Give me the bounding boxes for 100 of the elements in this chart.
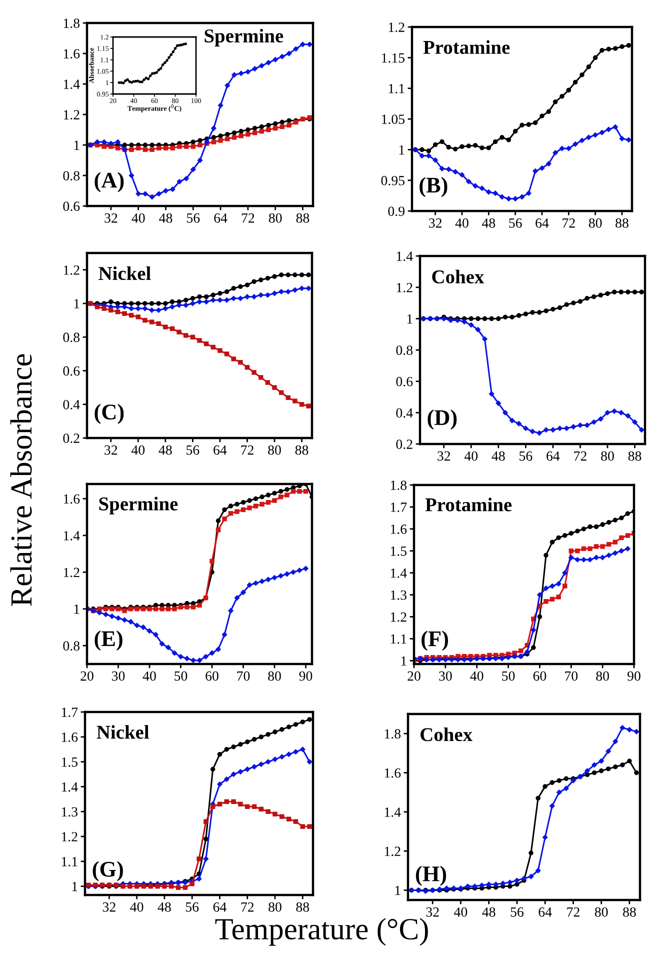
x-tick-label: 80 bbox=[268, 213, 282, 223]
annotation: (E) bbox=[94, 630, 122, 651]
x-tick-label: 40 bbox=[454, 907, 468, 917]
x-tick-label: 64 bbox=[536, 218, 549, 228]
annotation: (C) bbox=[94, 404, 124, 424]
x-tick-label: 80 bbox=[268, 902, 282, 912]
annotation: (F) bbox=[422, 630, 448, 651]
y-tick-label: 1.2 bbox=[390, 612, 406, 622]
x-tick-label: 40 bbox=[131, 445, 145, 455]
x-tick-label: 32 bbox=[102, 902, 116, 912]
x-tick-label: 50 bbox=[174, 671, 188, 681]
x-tick-label: 32 bbox=[104, 445, 118, 455]
x-tick-label: 48 bbox=[158, 445, 172, 455]
x-tick-label: 56 bbox=[186, 445, 200, 455]
x-tick-label: 80 bbox=[588, 218, 602, 228]
x-tick-label: 80 bbox=[268, 445, 281, 455]
y-tick-label: 1.3 bbox=[62, 807, 78, 817]
y-tick-label: 1.5 bbox=[390, 546, 407, 556]
y-tick-label: 1.4 bbox=[384, 808, 401, 817]
y-tick-label: 0.8 bbox=[63, 641, 80, 651]
x-tick-label: 64 bbox=[214, 213, 228, 223]
text: Cohex bbox=[420, 728, 472, 742]
x-tick-label: 30 bbox=[439, 671, 452, 681]
annotation: (A) bbox=[94, 172, 124, 192]
x-tick-label: 48 bbox=[158, 902, 171, 912]
x-tick-label: 40 bbox=[464, 451, 478, 461]
x-tick-label: 40 bbox=[142, 671, 156, 681]
x-tick-label: 56 bbox=[509, 218, 522, 228]
x-tick-label: 20 bbox=[408, 671, 420, 681]
text: Protamine bbox=[425, 498, 512, 512]
text: Nickel bbox=[98, 266, 151, 280]
y-tick-label: 0.2 bbox=[396, 440, 412, 450]
y-tick-label: 1 bbox=[74, 604, 80, 614]
x-tick-label: 56 bbox=[510, 907, 524, 917]
x-tick-label: 32 bbox=[438, 451, 450, 461]
y-tick-label: 1 bbox=[407, 314, 412, 324]
text: Nickel bbox=[96, 725, 149, 739]
text: Cohex bbox=[432, 270, 484, 284]
x-tick-label: 80 bbox=[594, 907, 608, 917]
y-tick-label: 1.15 bbox=[382, 53, 405, 63]
x-tick-label: 50 bbox=[502, 671, 515, 681]
y-tick-label: 1.6 bbox=[64, 494, 80, 504]
annotation: (G) bbox=[92, 861, 123, 882]
y-tick-label: 1.5 bbox=[62, 757, 78, 767]
x-tick-label: 88 bbox=[295, 445, 308, 455]
y-tick-label: 1 bbox=[74, 140, 80, 150]
x-tick-label: 80 bbox=[596, 671, 609, 681]
y-tick-label: 1.2 bbox=[64, 568, 80, 578]
y-tick-label: 1.6 bbox=[62, 732, 78, 742]
y-tick-label: 1 bbox=[401, 656, 406, 666]
x-tick-label: 56 bbox=[520, 451, 532, 461]
y-tick-label: 1.2 bbox=[396, 282, 412, 292]
y-tick-label: 1.4 bbox=[62, 782, 78, 792]
x-tick-label: 40 bbox=[455, 218, 468, 228]
y-tick-label: 1.4 bbox=[396, 252, 413, 262]
x-tick-label: 40 bbox=[130, 902, 144, 912]
x-tick-label: 72 bbox=[574, 451, 586, 461]
y-tick-label: 1.4 bbox=[64, 531, 80, 540]
y-tick-label: 1.8 bbox=[384, 729, 401, 739]
x-tick-label: 72 bbox=[242, 213, 254, 223]
y-tick-label: 1.2 bbox=[62, 832, 78, 842]
x-axis-title: Temperature (°C) bbox=[215, 918, 428, 946]
y-tick-label: 1.05 bbox=[382, 114, 405, 124]
y-tick-label: 1.6 bbox=[64, 49, 80, 59]
y-tick-label: 1 bbox=[74, 299, 80, 308]
x-tick-label: 48 bbox=[159, 213, 172, 223]
x-tick-label: 70 bbox=[237, 671, 250, 681]
x-tick-label: 72 bbox=[241, 902, 254, 912]
y-tick-label: 1.2 bbox=[64, 110, 80, 120]
x-tick-label: 72 bbox=[567, 907, 580, 917]
x-tick-label: 40 bbox=[470, 671, 484, 681]
x-tick-label: 64 bbox=[538, 907, 552, 917]
y-tick-label: 1.4 bbox=[390, 568, 407, 578]
y-tick-label: 0.6 bbox=[396, 376, 413, 386]
y-tick-label: 0.6 bbox=[63, 202, 80, 212]
y-tick-label: 0.4 bbox=[63, 400, 80, 410]
y-tick-label: 0.95 bbox=[381, 176, 405, 186]
annotation: (B) bbox=[420, 177, 448, 198]
y-tick-label: 1.1 bbox=[388, 84, 404, 94]
y-tick-label: 0.8 bbox=[396, 346, 413, 356]
x-tick-label: 90 bbox=[628, 671, 640, 681]
x-tick-label: 30 bbox=[112, 671, 125, 681]
y-tick-label: 1.2 bbox=[388, 22, 404, 32]
y-tick-label: 1.2 bbox=[64, 265, 80, 275]
y-tick-label: 0.8 bbox=[63, 171, 80, 181]
text: Protamine bbox=[423, 40, 510, 54]
annotation: (H) bbox=[416, 866, 446, 886]
y-tick-label: 0.4 bbox=[396, 408, 413, 418]
x-tick-label: 64 bbox=[214, 445, 227, 455]
y-tick-label: 1 bbox=[72, 882, 78, 892]
y-tick-label: 1.7 bbox=[62, 708, 78, 718]
x-tick-label: 88 bbox=[296, 902, 310, 912]
y-tick-label: 1.6 bbox=[384, 768, 401, 778]
y-axis-title: Relative Absorbance bbox=[10, 354, 32, 606]
y-tick-label: 0.2 bbox=[63, 434, 80, 444]
x-tick-label: 32 bbox=[429, 218, 442, 228]
y-tick-label: 1.1 bbox=[390, 634, 406, 644]
y-tick-label: 1.2 bbox=[384, 846, 400, 856]
x-tick-label: 60 bbox=[206, 671, 218, 681]
x-tick-label: 56 bbox=[187, 213, 200, 223]
